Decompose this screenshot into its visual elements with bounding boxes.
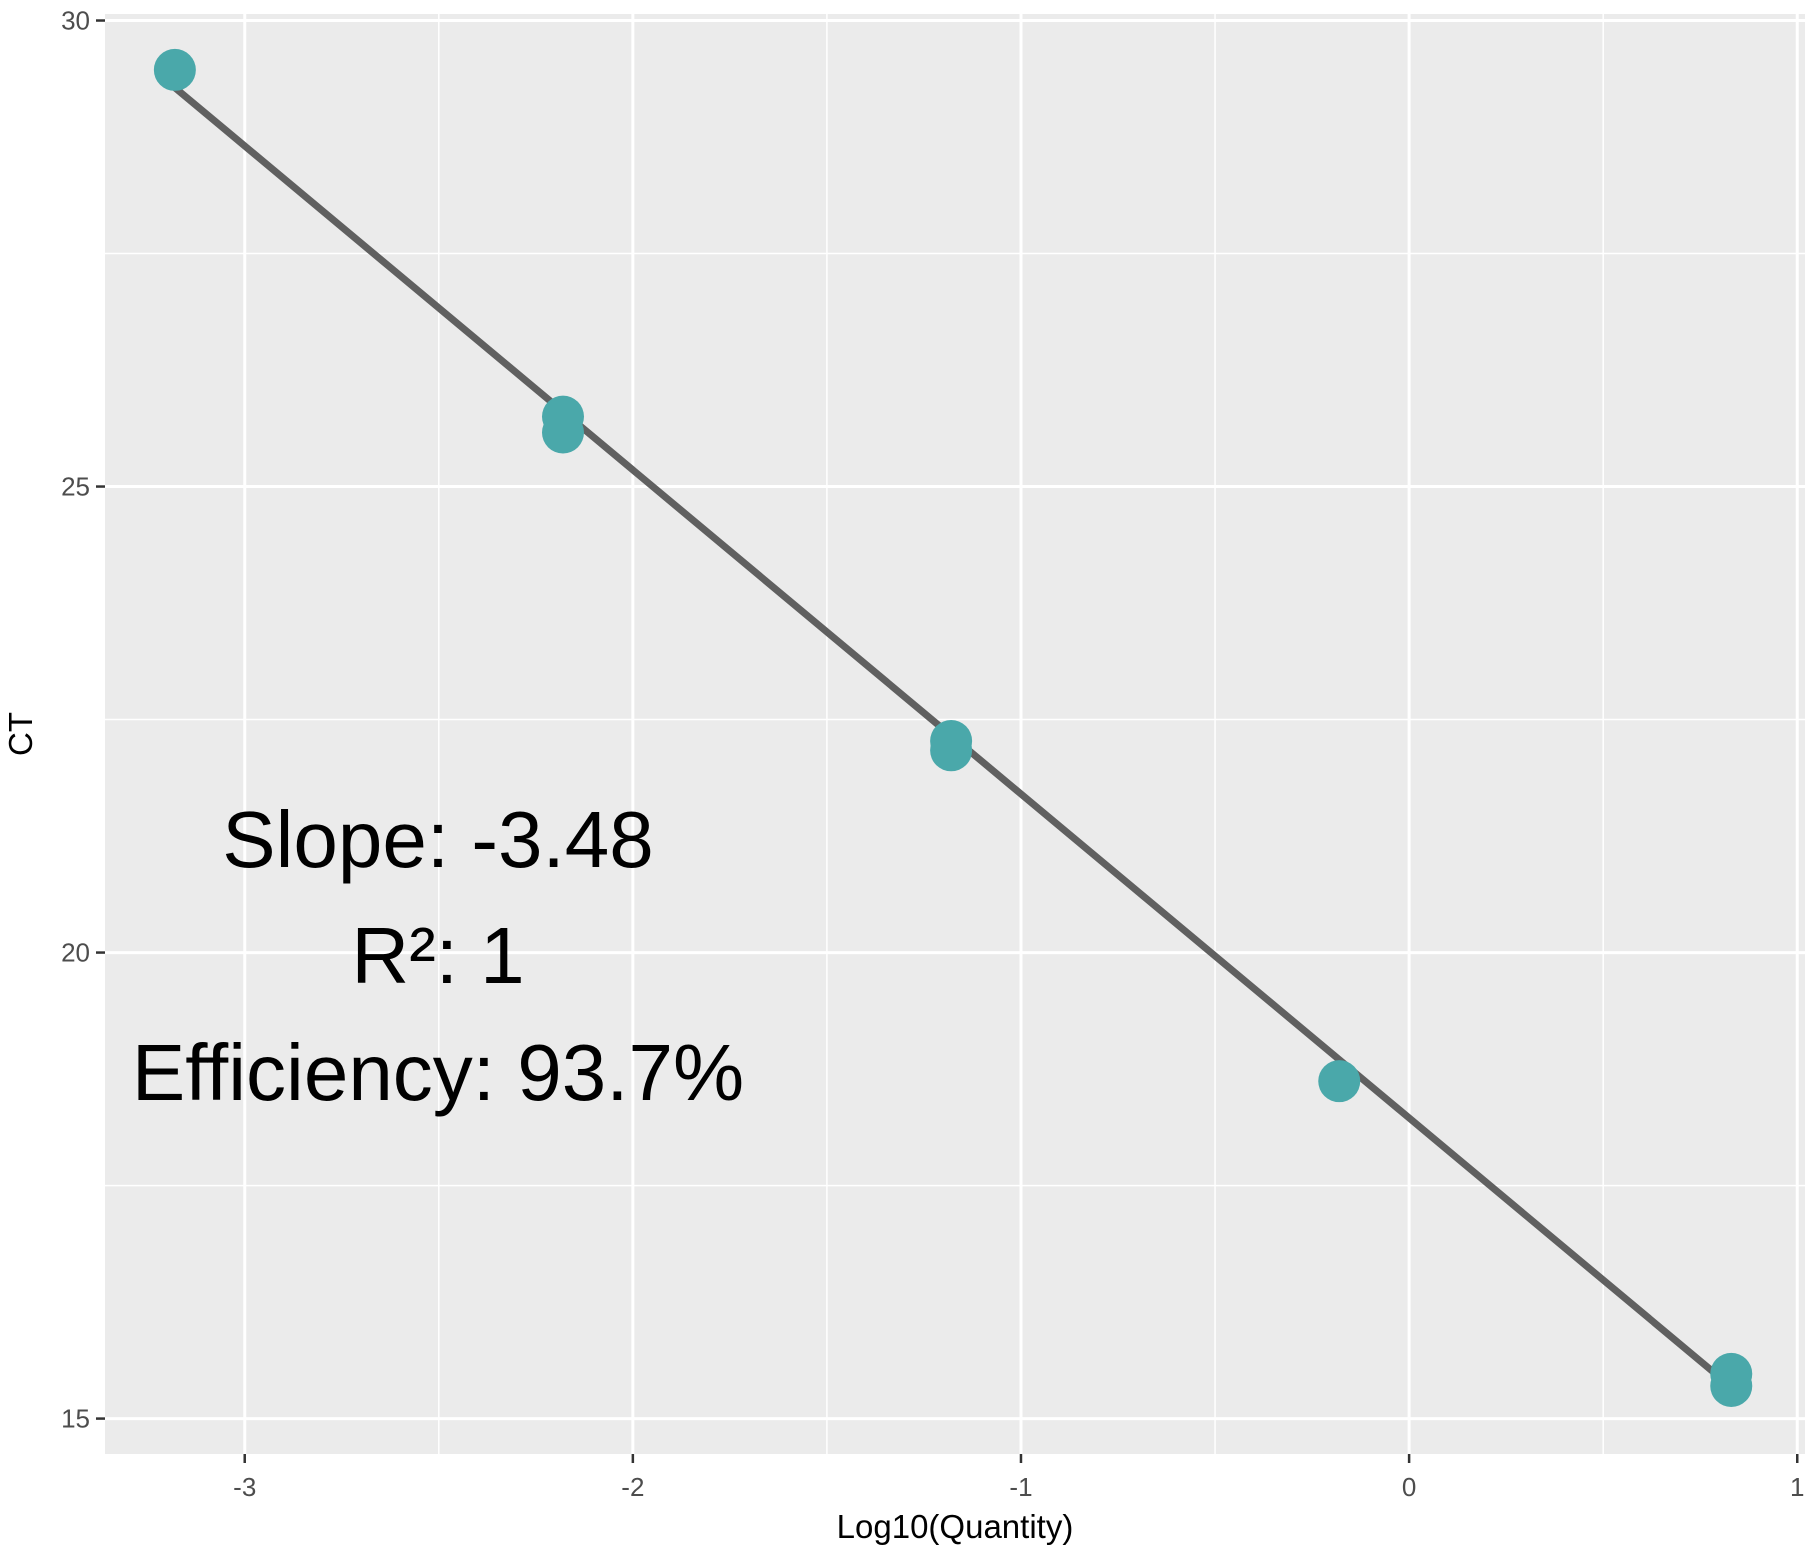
r-squared-annotation: R²: 1 xyxy=(351,911,524,1000)
y-axis-title: CT xyxy=(2,712,39,756)
y-tick-label: 20 xyxy=(61,938,90,968)
efficiency-annotation: Efficiency: 93.7% xyxy=(132,1028,744,1117)
major-grid xyxy=(105,14,1805,1454)
slope-annotation: Slope: -3.48 xyxy=(222,795,653,884)
data-point xyxy=(153,48,196,91)
x-axis-title: Log10(Quantity) xyxy=(837,1508,1074,1545)
x-tick-label: -2 xyxy=(621,1472,644,1502)
data-point xyxy=(930,729,973,772)
y-tick-label: 25 xyxy=(61,472,90,502)
data-point xyxy=(541,411,584,454)
y-axis: 15 20 25 30 xyxy=(61,6,105,1434)
x-axis: -3 -2 -1 0 1 xyxy=(233,1454,1804,1502)
data-point xyxy=(1318,1060,1361,1103)
data-points xyxy=(153,48,1753,1407)
x-tick-label: 1 xyxy=(1790,1472,1804,1502)
data-point xyxy=(1710,1364,1753,1407)
x-tick-label: 0 xyxy=(1402,1472,1416,1502)
x-tick-label: -3 xyxy=(233,1472,256,1502)
x-tick-label: -1 xyxy=(1009,1472,1032,1502)
y-tick-label: 30 xyxy=(61,6,90,36)
y-tick-label: 15 xyxy=(61,1404,90,1434)
minor-grid xyxy=(105,14,1805,1454)
